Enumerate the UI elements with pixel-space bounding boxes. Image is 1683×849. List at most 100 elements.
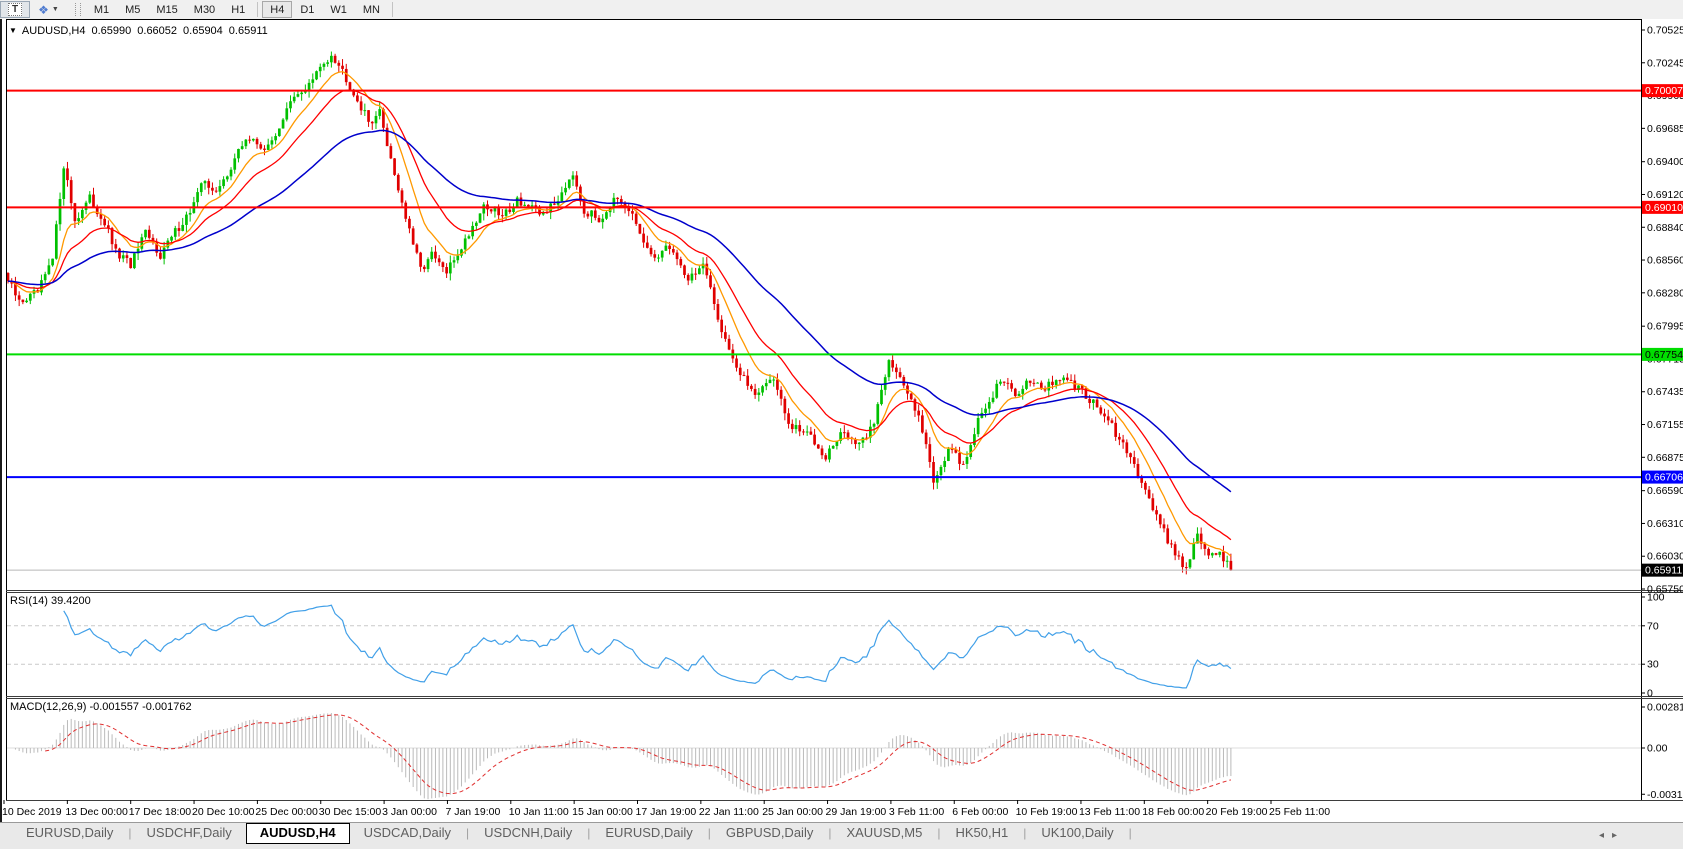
tab-separator: | [707, 826, 711, 840]
svg-text:0.69120: 0.69120 [1647, 189, 1683, 201]
svg-text:0: 0 [1647, 688, 1653, 700]
svg-text:17 Jan 19:00: 17 Jan 19:00 [636, 806, 697, 818]
tab-usdchf-daily[interactable]: USDCHF,Daily [146, 825, 232, 840]
svg-text:0.67155: 0.67155 [1647, 419, 1683, 431]
svg-text:13 Dec 00:00: 13 Dec 00:00 [65, 806, 128, 818]
chart-svg: 0.705250.702450.699650.696850.694000.691… [0, 19, 1683, 822]
svg-text:15 Jan 00:00: 15 Jan 00:00 [572, 806, 633, 818]
tab-hk50-h1[interactable]: HK50,H1 [955, 825, 1009, 840]
tab-separator: | [587, 826, 591, 840]
timeframe-button-w1[interactable]: W1 [322, 1, 355, 18]
tab-usdcad-daily[interactable]: USDCAD,Daily [363, 825, 452, 840]
rsi-line [63, 604, 1232, 689]
svg-text:25 Dec 00:00: 25 Dec 00:00 [255, 806, 318, 818]
timeframe-button-m15[interactable]: M15 [148, 1, 185, 18]
svg-text:3 Jan 00:00: 3 Jan 00:00 [382, 806, 437, 818]
svg-text:0.65750: 0.65750 [1647, 584, 1683, 596]
svg-text:18 Feb 00:00: 18 Feb 00:00 [1142, 806, 1204, 818]
tab-uk100-daily[interactable]: UK100,Daily [1041, 825, 1114, 840]
svg-text:6 Feb 00:00: 6 Feb 00:00 [952, 806, 1008, 818]
svg-text:70: 70 [1647, 620, 1659, 632]
tab-separator: | [128, 826, 132, 840]
tab-separator: | [828, 826, 832, 840]
tab-usdcnh-daily[interactable]: USDCNH,Daily [484, 825, 573, 840]
svg-text:0.70245: 0.70245 [1647, 57, 1683, 69]
draw-tool-button[interactable]: ❖ ▼ [30, 1, 67, 18]
ma-55-line [7, 129, 1232, 493]
tab-separator: | [937, 826, 941, 840]
tab-separator: | [1128, 826, 1132, 840]
svg-text:0.66706: 0.66706 [1645, 472, 1683, 484]
scroll-left-icon[interactable]: ◂ [1598, 830, 1612, 841]
symbol-dropdown-icon[interactable]: ▼ [9, 26, 17, 35]
tab-separator: | [1023, 826, 1027, 840]
svg-text:0.70525: 0.70525 [1647, 25, 1683, 37]
rsi-layer [63, 604, 1232, 689]
tab-eurusd-daily-1[interactable]: EURUSD,Daily [26, 825, 114, 840]
svg-text:10 Jan 11:00: 10 Jan 11:00 [509, 806, 569, 818]
svg-text:20 Feb 19:00: 20 Feb 19:00 [1206, 806, 1268, 818]
svg-text:25 Jan 00:00: 25 Jan 00:00 [762, 806, 823, 818]
svg-text:0.66310: 0.66310 [1647, 518, 1683, 530]
ohlc-close: 0.65911 [228, 25, 268, 37]
tab-gbpusd-daily[interactable]: GBPUSD,Daily [725, 825, 814, 840]
svg-text:0.67754: 0.67754 [1645, 349, 1683, 361]
svg-text:0.70007: 0.70007 [1645, 85, 1683, 97]
svg-text:20 Dec 10:00: 20 Dec 10:00 [192, 806, 255, 818]
svg-text:3 Feb 11:00: 3 Feb 11:00 [889, 806, 944, 818]
svg-text:30: 30 [1647, 659, 1659, 671]
svg-text:0.67435: 0.67435 [1647, 386, 1683, 398]
macd-signal-line [45, 714, 1232, 795]
timeframe-button-h4[interactable]: H4 [262, 1, 293, 18]
svg-text:0.69400: 0.69400 [1647, 156, 1683, 168]
rsi-indicator-label: RSI(14) 39.4200 [10, 595, 91, 607]
tab-audusd-h4[interactable]: AUDUSD,H4 [245, 823, 350, 844]
svg-text:17 Dec 18:00: 17 Dec 18:00 [129, 806, 192, 818]
toolbar-grip [74, 3, 81, 16]
text-tool-button[interactable]: T [0, 1, 31, 18]
timeframe-button-m30[interactable]: M30 [186, 1, 223, 18]
macd-layer [14, 713, 1232, 800]
ohlc-low: 0.65904 [183, 25, 223, 37]
toolbar: T ❖ ▼ M1 M5 M15 M30 H1 H4 D1 W1 MN [0, 0, 1683, 20]
chart-title: ▼ AUDUSD,H4 0.65990 0.66052 0.65904 0.65911 [9, 25, 268, 37]
timeframe-button-mn[interactable]: MN [355, 1, 388, 18]
svg-text:0.002817: 0.002817 [1647, 702, 1683, 714]
text-tool-icon: T [8, 3, 23, 16]
chevron-down-icon: ▼ [51, 6, 59, 13]
ohlc-high: 0.66052 [137, 25, 178, 37]
svg-text:0.68280: 0.68280 [1647, 287, 1683, 299]
timeframe-button-m5[interactable]: M5 [117, 1, 148, 18]
draw-tool-icon: ❖ [38, 2, 49, 17]
svg-text:0.66590: 0.66590 [1647, 485, 1683, 497]
svg-text:7 Jan 19:00: 7 Jan 19:00 [445, 806, 500, 818]
svg-text:10 Dec 2019: 10 Dec 2019 [2, 806, 62, 818]
svg-text:30 Dec 15:00: 30 Dec 15:00 [319, 806, 382, 818]
svg-text:-0.003179: -0.003179 [1647, 789, 1683, 801]
svg-text:25 Feb 11:00: 25 Feb 11:00 [1269, 806, 1330, 818]
timeframe-button-m1[interactable]: M1 [86, 1, 117, 18]
svg-text:0.66030: 0.66030 [1647, 551, 1683, 563]
tab-scroll-arrows: ◂▸ [1599, 830, 1625, 841]
macd-indicator-label: MACD(12,26,9) -0.001557 -0.001762 [10, 701, 192, 713]
svg-text:0.00: 0.00 [1647, 743, 1668, 755]
svg-text:22 Jan 11:00: 22 Jan 11:00 [699, 806, 759, 818]
chart-canvas[interactable]: 0.705250.702450.699650.696850.694000.691… [0, 19, 1683, 822]
tab-eurusd-daily-2[interactable]: EURUSD,Daily [605, 825, 693, 840]
tab-xauusd-m5[interactable]: XAUUSD,M5 [846, 825, 923, 840]
svg-text:10 Feb 19:00: 10 Feb 19:00 [1016, 806, 1078, 818]
scroll-right-icon[interactable]: ▸ [1611, 830, 1625, 841]
timeframe-button-h1[interactable]: H1 [223, 1, 253, 18]
toolbar-separator [257, 2, 259, 17]
svg-text:0.68840: 0.68840 [1647, 222, 1683, 234]
symbol-label: AUDUSD,H4 [21, 25, 86, 37]
chart-tab-bar: EURUSD,Daily | USDCHF,Daily AUDUSD,H4 US… [0, 822, 1683, 849]
svg-text:100: 100 [1647, 592, 1665, 604]
svg-text:29 Jan 19:00: 29 Jan 19:00 [826, 806, 887, 818]
ma-21-line [7, 89, 1232, 541]
timeframe-button-d1[interactable]: D1 [292, 1, 322, 18]
toolbar-separator [391, 2, 393, 17]
svg-text:13 Feb 11:00: 13 Feb 11:00 [1079, 806, 1140, 818]
svg-text:0.67995: 0.67995 [1647, 321, 1683, 333]
